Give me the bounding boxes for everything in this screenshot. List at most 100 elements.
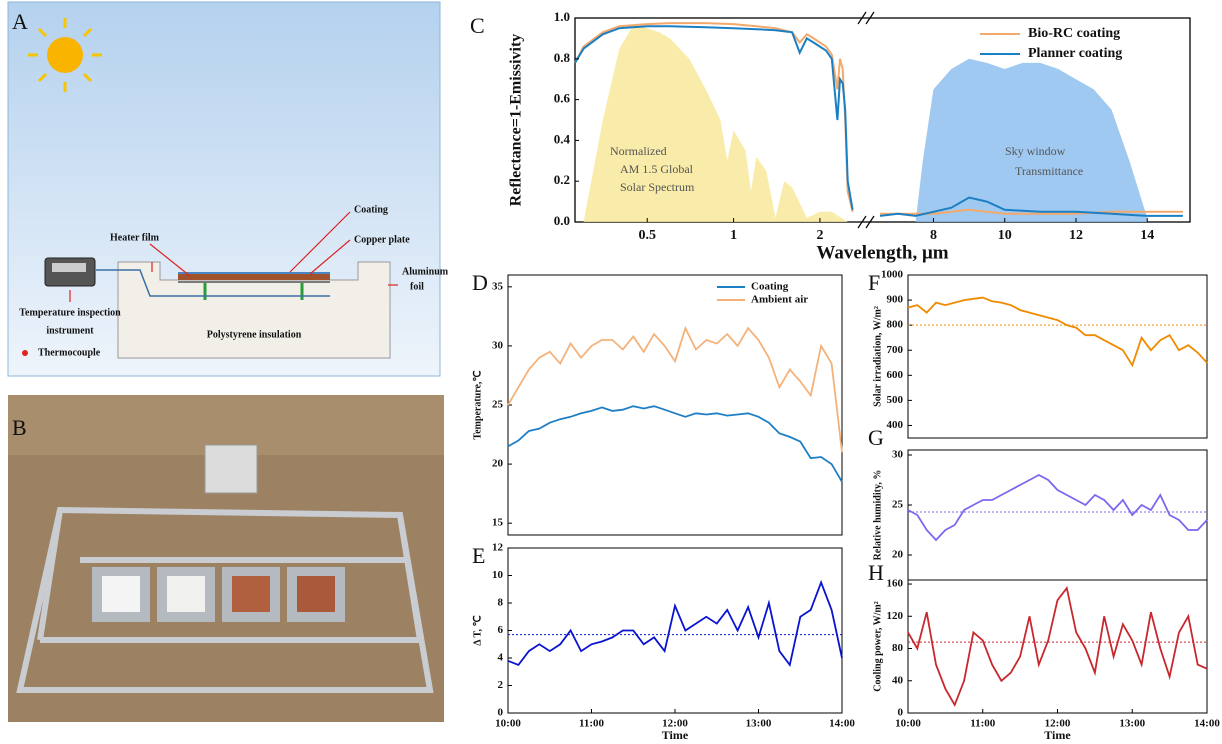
x-tick-label: 8 bbox=[930, 228, 937, 243]
y-axis-label: Solar irradiation, W/m² bbox=[872, 306, 883, 407]
y-axis-label: Reflectance=1-Emissivity bbox=[508, 34, 525, 207]
y-tick-label: 0.2 bbox=[554, 172, 570, 187]
y-tick-label: 30 bbox=[892, 449, 904, 461]
x-tick-label: 12:00 bbox=[1045, 718, 1071, 730]
panel-label: C bbox=[470, 13, 485, 38]
series-line bbox=[507, 579, 843, 668]
annotation: Sky window bbox=[1005, 144, 1066, 158]
sun bbox=[28, 18, 102, 92]
panel-label: E bbox=[472, 543, 485, 568]
series-line bbox=[907, 296, 1208, 368]
x-tick-label: 11:00 bbox=[579, 718, 605, 730]
y-axis-label: Temperature,℃ bbox=[472, 370, 483, 439]
y-tick-label: 80 bbox=[892, 642, 904, 654]
y-tick-label: 0.8 bbox=[554, 50, 571, 65]
x-tick-label: 14:00 bbox=[1194, 718, 1220, 730]
y-tick-label: 6 bbox=[498, 624, 504, 636]
x-tick-label: 11:00 bbox=[970, 718, 996, 730]
panel-label: H bbox=[868, 560, 884, 585]
x-tick-label: 10:00 bbox=[895, 718, 921, 730]
y-tick-label: 35 bbox=[492, 280, 504, 292]
photo-box bbox=[204, 444, 258, 494]
callout: Copper plate bbox=[354, 234, 410, 245]
x-tick-label: 12 bbox=[1069, 228, 1083, 243]
legend-label: Planner coating bbox=[1028, 46, 1122, 61]
x-tick-label: 13:00 bbox=[1119, 718, 1145, 730]
y-tick-label: 2 bbox=[498, 679, 504, 691]
annotation: AM 1.5 Global bbox=[620, 162, 694, 176]
annotation: Transmittance bbox=[1015, 164, 1083, 178]
plot-frame bbox=[507, 547, 843, 714]
y-tick-label: 0 bbox=[898, 707, 904, 719]
y-tick-label: 15 bbox=[492, 517, 504, 529]
y-tick-label: 12 bbox=[492, 542, 504, 554]
y-tick-label: 1.0 bbox=[554, 9, 570, 24]
x-axis-label: Wavelength, μm bbox=[816, 242, 948, 263]
legend-label: Bio-RC coating bbox=[1028, 26, 1120, 41]
y-tick-label: 40 bbox=[892, 674, 904, 686]
y-tick-label: 4 bbox=[498, 652, 504, 664]
y-tick-label: 700 bbox=[887, 344, 904, 356]
legend-label: Ambient air bbox=[751, 294, 808, 306]
legend-label: Coating bbox=[751, 281, 789, 293]
y-tick-label: 800 bbox=[887, 319, 904, 331]
y-tick-label: 20 bbox=[892, 549, 904, 561]
plot-frame bbox=[907, 449, 1208, 581]
instrument-screen bbox=[52, 263, 86, 272]
x-tick-label: 10:00 bbox=[495, 718, 521, 730]
y-tick-label: 0.6 bbox=[554, 91, 571, 106]
y-tick-label: 8 bbox=[498, 597, 504, 609]
x-tick-label: 10 bbox=[998, 228, 1012, 243]
y-tick-label: 25 bbox=[892, 499, 904, 511]
x-tick-label: 2 bbox=[816, 228, 823, 243]
arrows bbox=[69, 211, 398, 302]
y-axis-label: Δ T, ℃ bbox=[472, 615, 483, 645]
wire bbox=[96, 269, 330, 297]
y-tick-label: 160 bbox=[887, 578, 904, 590]
x-tick-label: 1 bbox=[730, 228, 737, 243]
plot-frame bbox=[907, 274, 1208, 439]
panel-label: D bbox=[472, 270, 488, 295]
callout: Polystyrene insulation bbox=[207, 329, 302, 340]
y-tick-label: 0 bbox=[498, 707, 504, 719]
x-axis-label: Time bbox=[1044, 728, 1071, 742]
photo: B bbox=[8, 395, 444, 722]
series-line bbox=[507, 405, 843, 483]
y-tick-label: 20 bbox=[492, 458, 504, 470]
series-line bbox=[907, 586, 1208, 707]
callout: foil bbox=[410, 281, 424, 292]
reflectance-line bbox=[574, 25, 1183, 217]
reflectance-line bbox=[574, 22, 1183, 215]
y-tick-label: 0.4 bbox=[554, 131, 571, 146]
thermocouple-dot bbox=[22, 350, 28, 356]
callout: Temperature inspection bbox=[19, 307, 121, 318]
callout: instrument bbox=[46, 325, 94, 336]
panel-label: B bbox=[12, 415, 27, 440]
panel-label: A bbox=[12, 9, 28, 34]
annotation: Solar Spectrum bbox=[620, 180, 695, 194]
y-axis-label: Cooling power, W/m² bbox=[872, 601, 883, 692]
y-tick-label: 500 bbox=[887, 394, 904, 406]
panel-label: G bbox=[868, 425, 884, 450]
series-line bbox=[907, 473, 1208, 542]
annotation: Normalized bbox=[610, 144, 667, 158]
x-tick-label: 12:00 bbox=[662, 718, 688, 730]
axis-break bbox=[857, 11, 875, 229]
callout: Heater film bbox=[110, 232, 160, 243]
y-tick-label: 25 bbox=[492, 399, 504, 411]
x-axis-label: Time bbox=[662, 728, 689, 742]
spectrum-area bbox=[915, 58, 1148, 222]
series-line bbox=[507, 325, 843, 453]
x-tick-label: 0.5 bbox=[638, 228, 656, 243]
diagram: A Coating Copper plate Heater film Alumi… bbox=[7, 1, 449, 377]
panel-label: F bbox=[868, 270, 880, 295]
x-tick-label: 13:00 bbox=[746, 718, 772, 730]
plot-frame bbox=[507, 274, 843, 536]
y-tick-label: 600 bbox=[887, 369, 904, 381]
y-tick-label: 10 bbox=[492, 569, 504, 581]
insulation-block bbox=[117, 261, 391, 359]
y-tick-label: 120 bbox=[887, 610, 904, 622]
callout: Aluminum bbox=[402, 266, 449, 277]
photo-frame bbox=[16, 506, 434, 693]
